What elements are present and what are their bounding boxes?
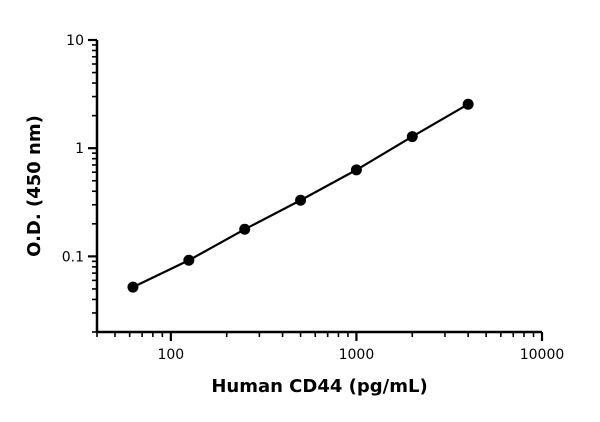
x-tick-label: 100 [157, 347, 184, 363]
x-tick-label: 10000 [520, 347, 565, 363]
y-tick-label: 0.1 [62, 249, 84, 265]
y-axis-title: O.D. (450 nm) [24, 115, 45, 257]
data-point [462, 98, 474, 110]
data-point [127, 281, 139, 293]
x-tick-label: 1000 [339, 347, 375, 363]
data-point [183, 254, 195, 266]
x-axis-title: Human CD44 (pg/mL) [211, 376, 427, 397]
data-points [127, 98, 474, 293]
data-point [406, 131, 418, 143]
axis-ticks [88, 38, 544, 341]
data-point [295, 194, 307, 206]
data-point [350, 164, 362, 176]
y-tick-label: 1 [75, 141, 84, 157]
y-tick-label: 10 [66, 33, 84, 49]
tick-labels: 100 1000 10000 0.1 1 10 [62, 33, 565, 363]
data-point [239, 223, 251, 235]
